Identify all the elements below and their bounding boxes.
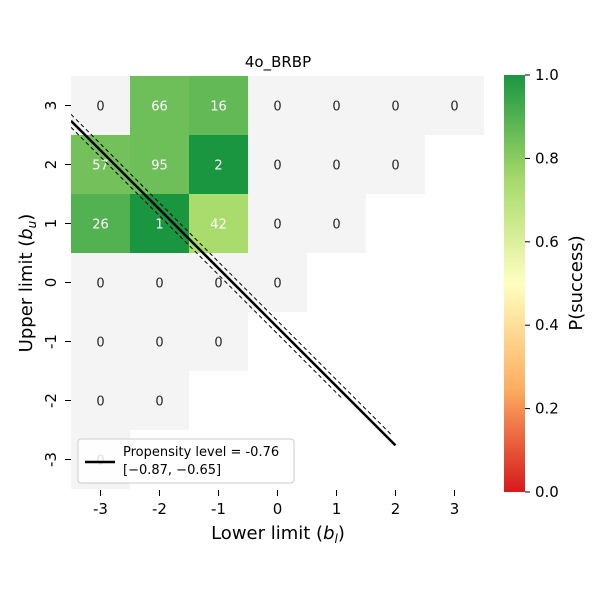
cell-count-label: 0 [273,218,281,233]
cell-count-label: 0 [96,100,104,115]
cell-count-label: 57 [92,159,109,174]
colorbar-tick-label: 0.8 [535,149,559,167]
cell-count-label: 0 [214,277,222,292]
cell-count-label: 0 [391,100,399,115]
cell-count-label: 1 [155,218,163,233]
legend: Propensity level = -0.76 [−0.87, −0.65] [77,438,295,484]
propensity-lines [71,113,397,447]
y-tick-label: 0 [42,278,60,288]
x-tick-label: -1 [211,500,226,518]
heatmap-cell [130,253,189,312]
heatmap-cell [130,371,189,430]
propensity-line [71,119,397,447]
y-tick-label: 2 [42,160,60,170]
y-axis-ticks: 3 2 1 0 -1 -2 -3 [42,101,71,467]
x-axis-label: Lower limit (bl) [211,523,345,546]
y-tick-label: 3 [42,101,60,111]
colorbar-tick-label: 0.4 [535,316,559,334]
cell-count-label: 0 [96,277,104,292]
x-tick-label: 1 [332,500,342,518]
y-tick-label: -2 [42,393,60,408]
colorbar-tick-label: 1.0 [535,66,559,84]
heatmap-cell [71,76,130,135]
y-tick-label: -1 [42,334,60,349]
heatmap-cell [307,194,366,253]
colorbar-label: P(success) [566,235,587,330]
heatmap-cell [366,76,425,135]
cell-count-label: 0 [332,100,340,115]
heatmap-cell [189,194,248,253]
colorbar-tick-label: 0.6 [535,233,559,251]
heatmap-cell [307,76,366,135]
heatmap-cell [307,135,366,194]
heatmap-cell [189,135,248,194]
cell-count-label: 16 [210,100,227,115]
heatmap-cell [189,312,248,371]
heatmap-cell [248,135,307,194]
x-axis-ticks: -3 -2 -1 0 1 2 3 [93,490,459,518]
cell-count-label: 0 [96,395,104,410]
x-tick-label: -2 [152,500,167,518]
cell-count-label: 42 [210,218,227,233]
x-tick-label: 3 [450,500,460,518]
heatmap-cell [71,194,130,253]
heatmap-cell [248,253,307,312]
cell-count-label: 0 [332,218,340,233]
cell-count-label: 0 [155,395,163,410]
cell-count-label: 0 [391,159,399,174]
y-tick-label: -3 [42,452,60,467]
heatmap-cell [130,135,189,194]
heatmap-cell [425,76,484,135]
cell-count-label: 66 [151,100,168,115]
cell-count-label: 0 [214,336,222,351]
legend-line2: [−0.87, −0.65] [123,463,221,478]
legend-box [77,438,295,484]
cell-count-label: 95 [151,159,168,174]
cell-count-label: 0 [96,336,104,351]
colorbar-gradient [504,75,525,492]
cell-count-label: 0 [273,277,281,292]
heatmap-cell [189,253,248,312]
chart-title: 4o_BRBP [245,53,311,72]
heatmap-cell [130,194,189,253]
colorbar: 0.0 0.2 0.4 0.6 0.8 1.0 P(success) [504,66,587,501]
legend-line1: Propensity level = -0.76 [123,445,279,460]
colorbar-tick-label: 0.0 [535,483,559,501]
cell-count-label: 2 [214,159,222,174]
y-tick-label: 1 [42,219,60,229]
heatmap-cell [71,253,130,312]
cell-count-label: 0 [273,159,281,174]
heatmap-cell [71,371,130,430]
y-axis-label: Upper limit (bu) [16,214,39,353]
ci-lower-line [71,126,343,400]
heatmap-cells: 0661600005795200026142000000000000 [71,76,484,489]
x-tick-label: 2 [391,500,401,518]
heatmap-cell [189,76,248,135]
x-tick-label: 0 [273,500,283,518]
colorbar-ticks: 0.0 0.2 0.4 0.6 0.8 1.0 [525,66,559,501]
ci-upper-line [71,113,393,437]
heatmap-cell [130,76,189,135]
heatmap-cell [366,135,425,194]
heatmap-cell [248,194,307,253]
x-tick-label: -3 [93,500,108,518]
heatmap-cell [71,135,130,194]
colorbar-tick-label: 0.2 [535,400,559,418]
heatmap-cell [248,76,307,135]
cell-count-label: 0 [332,159,340,174]
heatmap-cell [71,312,130,371]
cell-count-label: 0 [155,336,163,351]
cell-count-label: 0 [155,277,163,292]
cell-count-label: 26 [92,218,109,233]
cell-count-label: 0 [273,100,281,115]
cell-count-label: 0 [450,100,458,115]
heatmap-cell [130,312,189,371]
